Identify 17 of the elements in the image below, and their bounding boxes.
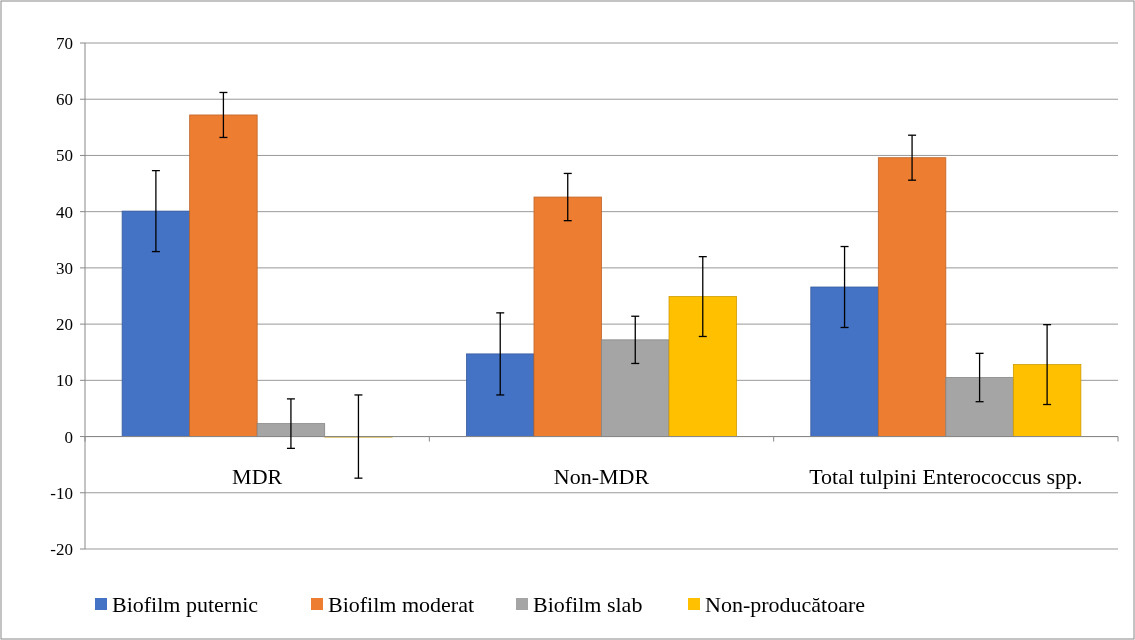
legend-label: Biofilm puternic [112,591,259,617]
y-tick-label: 40 [56,202,73,222]
y-tick-label: -20 [50,539,73,559]
y-tick-label: 70 [56,33,73,53]
legend-label: Biofilm slab [533,591,643,617]
legend-label: Biofilm moderat [328,591,475,617]
y-tick-label: 50 [56,146,73,166]
y-tick-label: 10 [56,371,73,391]
x-tick-label: Non-MDR [553,463,650,489]
x-tick-label: MDR [232,463,283,489]
y-tick-label: 30 [56,258,73,278]
y-tick-label: -10 [50,483,73,503]
y-tick-label: 60 [56,90,73,110]
y-tick-label: 0 [64,427,73,447]
y-tick-label: 20 [56,315,73,335]
legend-label: Non-producătoare [705,591,866,617]
x-tick-label: Total tulpini Enterococcus spp. [809,463,1083,489]
